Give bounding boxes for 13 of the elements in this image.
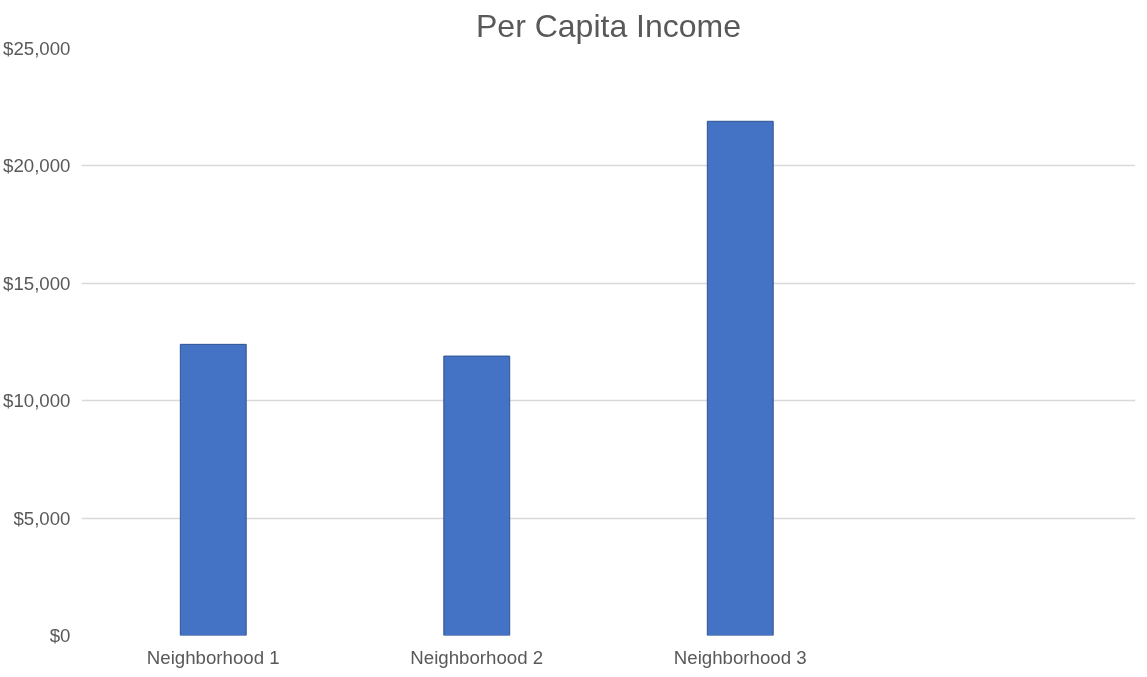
x-tick-label: Neighborhood 3 bbox=[673, 646, 807, 668]
bar bbox=[179, 343, 247, 636]
y-tick-label: $25,000 bbox=[3, 38, 71, 59]
y-tick-label: $0 bbox=[49, 625, 71, 646]
x-tick-label: Neighborhood 1 bbox=[146, 646, 280, 668]
bar bbox=[706, 120, 774, 636]
y-tick-label: $20,000 bbox=[3, 155, 71, 177]
x-tick-label: Neighborhood 2 bbox=[410, 646, 544, 668]
chart-title: Per Capita Income bbox=[475, 7, 742, 44]
bar bbox=[443, 355, 511, 636]
y-tick-label: $5,000 bbox=[13, 507, 71, 529]
y-tick-label: $10,000 bbox=[3, 390, 71, 412]
y-tick-label: $15,000 bbox=[3, 272, 71, 294]
